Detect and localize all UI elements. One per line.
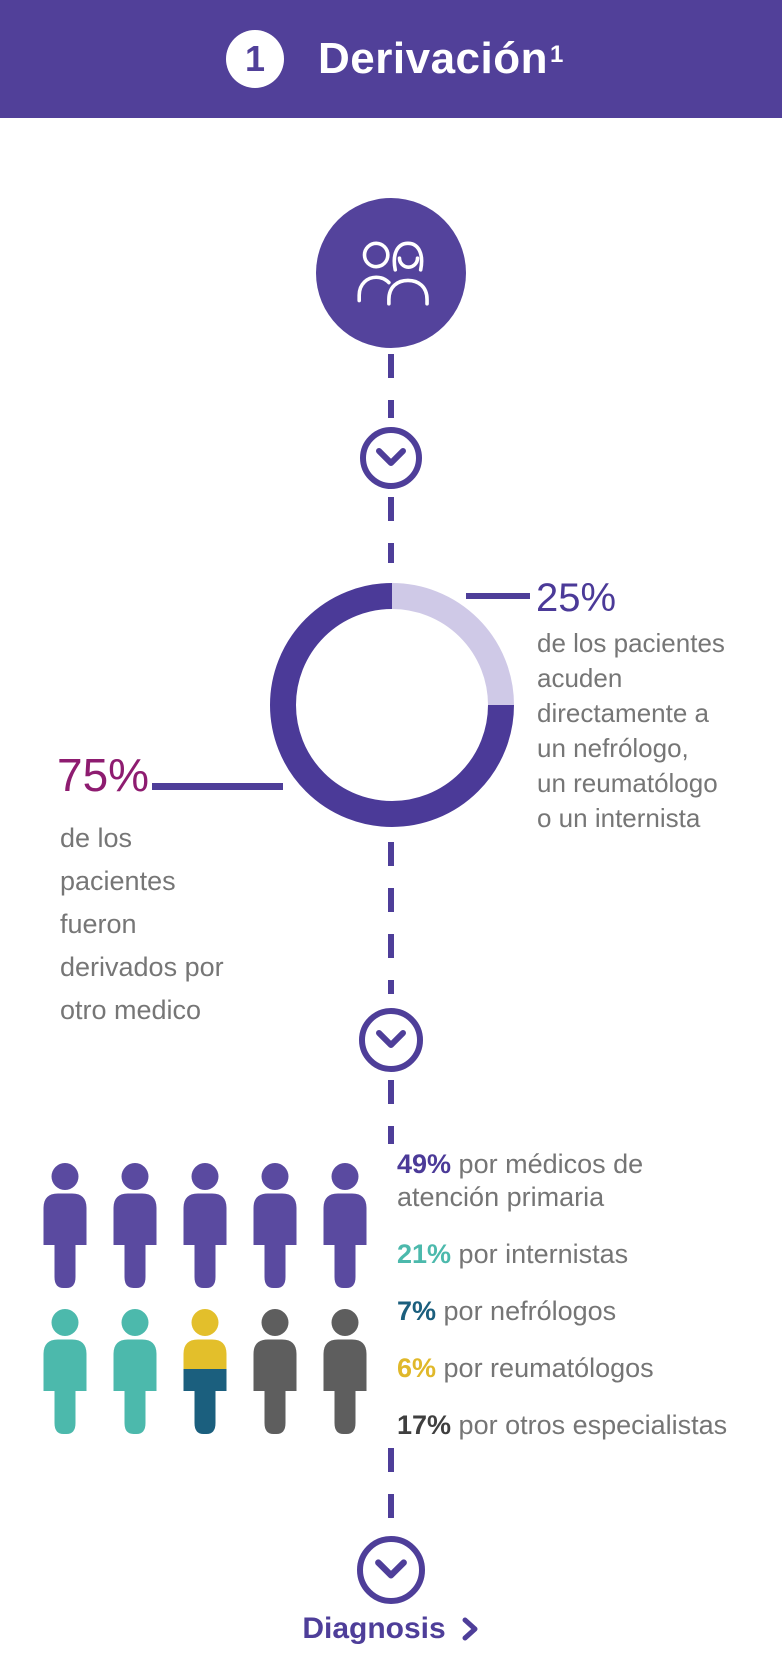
patients-circle: [316, 198, 466, 348]
title-footnote-superscript: 1: [549, 41, 564, 68]
pct75-value: 75%: [57, 749, 150, 801]
person-icon: [183, 1163, 227, 1288]
person-icon: [113, 1309, 157, 1434]
chevron-down-circle: [359, 1008, 423, 1072]
person-icon: [253, 1163, 297, 1288]
legend-pct: 21%: [397, 1239, 452, 1269]
legend-label: por médicos de atención primaria: [397, 1149, 644, 1212]
legend-item: 17% por otros especialistas: [397, 1409, 737, 1442]
legend-label: por otros especialistas: [451, 1410, 728, 1440]
legend-label: por internistas: [451, 1239, 629, 1269]
legend-label: por reumatólogos: [436, 1353, 654, 1383]
legend-item: 21% por internistas: [397, 1238, 737, 1271]
referral-donut-chart: [270, 583, 514, 827]
dashed-connector: [388, 354, 394, 418]
pct75-description: de los pacientes fueron derivados por ot…: [60, 823, 224, 1025]
chevron-down-icon: [376, 1030, 406, 1048]
donut-slice: [270, 583, 514, 827]
chevron-down-icon: [376, 448, 406, 466]
person-icon: [113, 1163, 157, 1288]
dashed-connector: [388, 1448, 394, 1524]
legend-pct: 7%: [397, 1296, 437, 1326]
step-number-badge: 1: [226, 30, 284, 88]
dashed-connector: [388, 497, 394, 563]
person-icon: [323, 1309, 367, 1434]
legend-pct: 6%: [397, 1353, 437, 1383]
legend-pct: 17%: [397, 1410, 452, 1440]
legend-item: 7% por nefrólogos: [397, 1295, 737, 1328]
donut-slice: [391, 583, 514, 706]
page-title: Derivación 1: [318, 0, 564, 118]
person-icon: [323, 1163, 367, 1288]
people-row-2: [42, 1308, 368, 1434]
person-icon: [43, 1163, 87, 1288]
person-icon: [183, 1309, 227, 1434]
two-patients-icon: [357, 241, 429, 306]
diagnosis-link-label: Diagnosis: [302, 1612, 446, 1645]
people-row-1: [42, 1162, 368, 1288]
header-band: 1 Derivación 1: [0, 0, 782, 118]
chevron-down-circle: [357, 1536, 425, 1604]
legend-item: 6% por reumatólogos: [397, 1352, 737, 1385]
diagnosis-next-link[interactable]: Diagnosis: [0, 1612, 782, 1646]
pct25-description: de los pacientes acuden directamente a u…: [537, 628, 725, 833]
page-title-text: Derivación: [318, 34, 548, 83]
chevron-down-circle: [360, 427, 422, 489]
dashed-connector: [388, 1080, 394, 1144]
referrers-legend: 49% por médicos de atención primaria 21% …: [397, 1148, 737, 1442]
legend-item: 49% por médicos de atención primaria: [397, 1148, 737, 1214]
step-number: 1: [244, 38, 266, 79]
legend-pct: 49%: [397, 1149, 452, 1179]
person-icon: [43, 1309, 87, 1434]
dashed-connector: [388, 842, 394, 994]
pct25-value: 25%: [536, 576, 617, 620]
legend-label: por nefrólogos: [436, 1296, 617, 1326]
callout-leader-line: [466, 593, 530, 599]
callout-leader-line: [152, 783, 283, 790]
chevron-down-icon: [375, 1559, 407, 1579]
person-icon: [253, 1309, 297, 1434]
chevron-right-icon: [462, 1617, 478, 1641]
